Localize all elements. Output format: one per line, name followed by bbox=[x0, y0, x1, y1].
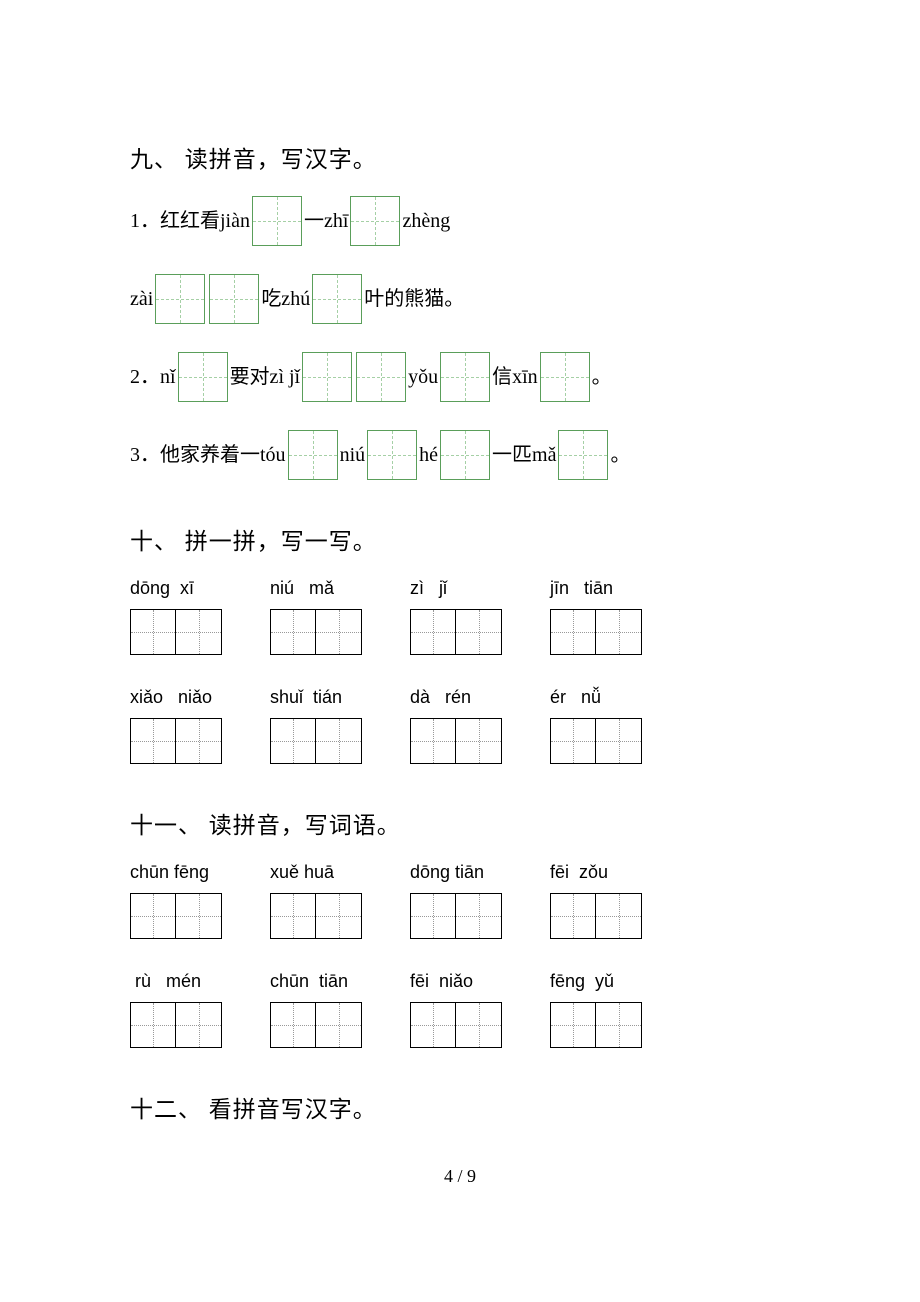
char-box-pair[interactable] bbox=[550, 1002, 642, 1048]
text: 一zhī bbox=[304, 211, 348, 231]
char-box[interactable] bbox=[288, 430, 338, 480]
char-box-pair[interactable] bbox=[130, 1002, 222, 1048]
section-10: 十、 拼一拼，写一写。 dōng xī niú mǎ zì jǐ jīn tiā… bbox=[130, 522, 790, 764]
char-box[interactable] bbox=[558, 430, 608, 480]
char-box-pair[interactable] bbox=[130, 893, 222, 939]
sentence-2: 2．nǐ 要对zì jǐ yǒu 信xīn 。 bbox=[130, 352, 790, 402]
char-box[interactable] bbox=[440, 352, 490, 402]
section-12-title: 十二、 看拼音写汉字。 bbox=[130, 1090, 790, 1124]
pinyin-label: niú mǎ bbox=[270, 578, 362, 599]
pinyin-label: dà rén bbox=[410, 687, 502, 708]
word-block: fēi niǎo bbox=[410, 971, 502, 1048]
char-box-pair[interactable] bbox=[270, 718, 362, 764]
word-block: dōng xī bbox=[130, 578, 222, 655]
char-box-pair[interactable] bbox=[410, 893, 502, 939]
pinyin-label: fēi niǎo bbox=[410, 971, 502, 992]
word-block: jīn tiān bbox=[550, 578, 642, 655]
word-block: xiǎo niǎo bbox=[130, 687, 222, 764]
pinyin-label: xiǎo niǎo bbox=[130, 687, 222, 708]
pinyin-label: fēng yǔ bbox=[550, 971, 642, 992]
text: 要对zì jǐ bbox=[230, 367, 301, 387]
word-block: shuǐ tián bbox=[270, 687, 362, 764]
pinyin-label: dōng tiān bbox=[410, 862, 502, 883]
word-block: ér nǚ bbox=[550, 687, 642, 764]
pinyin-label: rù mén bbox=[130, 971, 222, 992]
char-box-pair[interactable] bbox=[410, 1002, 502, 1048]
section-10-title: 十、 拼一拼，写一写。 bbox=[130, 522, 790, 556]
word-block: dōng tiān bbox=[410, 862, 502, 939]
char-box-pair[interactable] bbox=[130, 609, 222, 655]
char-box-pair[interactable] bbox=[270, 1002, 362, 1048]
char-box[interactable] bbox=[367, 430, 417, 480]
word-block: niú mǎ bbox=[270, 578, 362, 655]
char-box-pair[interactable] bbox=[550, 893, 642, 939]
pinyin-label: ér nǚ bbox=[550, 687, 642, 708]
pinyin-label: chūn tiān bbox=[270, 971, 362, 992]
char-box[interactable] bbox=[155, 274, 205, 324]
text: 吃zhú bbox=[261, 289, 310, 309]
pinyin: yǒu bbox=[408, 367, 438, 387]
char-box[interactable] bbox=[312, 274, 362, 324]
text: 2．nǐ bbox=[130, 367, 176, 387]
section-11-title: 十一、 读拼音，写词语。 bbox=[130, 806, 790, 840]
pinyin-row: dōng xī niú mǎ zì jǐ jīn tiān bbox=[130, 578, 790, 655]
char-box-pair[interactable] bbox=[410, 718, 502, 764]
word-block: chūn fēng bbox=[130, 862, 222, 939]
pinyin-label: xuě huā bbox=[270, 862, 362, 883]
word-block: fēng yǔ bbox=[550, 971, 642, 1048]
pinyin: hé bbox=[419, 445, 438, 465]
word-block: rù mén bbox=[130, 971, 222, 1048]
pinyin-row: chūn fēng xuě huā dōng tiān fēi zǒu bbox=[130, 862, 790, 939]
sentence-1a: 1．红红看 jiàn 一zhī zhèng bbox=[130, 196, 790, 246]
char-box[interactable] bbox=[356, 352, 406, 402]
text: 。 bbox=[592, 367, 612, 387]
section-9-title: 九、 读拼音，写汉字。 bbox=[130, 140, 790, 174]
text: 1．红红看 bbox=[130, 211, 220, 231]
word-block: xuě huā bbox=[270, 862, 362, 939]
sentence-1b: zài 吃zhú 叶的熊猫。 bbox=[130, 274, 790, 324]
char-box[interactable] bbox=[209, 274, 259, 324]
pinyin-label: zì jǐ bbox=[410, 578, 502, 599]
page-number: 4 / 9 bbox=[130, 1166, 790, 1187]
pinyin: niú bbox=[340, 445, 366, 465]
worksheet-page: 九、 读拼音，写汉字。 1．红红看 jiàn 一zhī zhèng zài 吃z… bbox=[0, 0, 920, 1227]
section-9: 九、 读拼音，写汉字。 1．红红看 jiàn 一zhī zhèng zài 吃z… bbox=[130, 140, 790, 480]
text: 叶的熊猫。 bbox=[364, 289, 464, 309]
pinyin-label: chūn fēng bbox=[130, 862, 222, 883]
pinyin-row: xiǎo niǎo shuǐ tián dà rén ér nǚ bbox=[130, 687, 790, 764]
char-box-pair[interactable] bbox=[410, 609, 502, 655]
char-box-pair[interactable] bbox=[270, 609, 362, 655]
char-box-pair[interactable] bbox=[550, 609, 642, 655]
text: 。 bbox=[610, 445, 630, 465]
pinyin: zhèng bbox=[402, 211, 450, 231]
pinyin-row: rù mén chūn tiān fēi niǎo fēng yǔ bbox=[130, 971, 790, 1048]
sentence-3: 3．他家养着一tóu niú hé 一匹mǎ 。 bbox=[130, 430, 790, 480]
char-box-pair[interactable] bbox=[270, 893, 362, 939]
pinyin-label: jīn tiān bbox=[550, 578, 642, 599]
char-box[interactable] bbox=[178, 352, 228, 402]
pinyin: jiàn bbox=[220, 211, 250, 231]
char-box[interactable] bbox=[350, 196, 400, 246]
pinyin-label: fēi zǒu bbox=[550, 862, 642, 883]
pinyin-label: shuǐ tián bbox=[270, 687, 362, 708]
section-12: 十二、 看拼音写汉字。 bbox=[130, 1090, 790, 1124]
word-block: zì jǐ bbox=[410, 578, 502, 655]
word-block: fēi zǒu bbox=[550, 862, 642, 939]
text: 一匹mǎ bbox=[492, 445, 556, 465]
text: 信xīn bbox=[492, 367, 538, 387]
char-box[interactable] bbox=[302, 352, 352, 402]
pinyin: zài bbox=[130, 289, 153, 309]
word-block: chūn tiān bbox=[270, 971, 362, 1048]
char-box-pair[interactable] bbox=[550, 718, 642, 764]
word-block: dà rén bbox=[410, 687, 502, 764]
char-box-pair[interactable] bbox=[130, 718, 222, 764]
text: 3．他家养着一tóu bbox=[130, 445, 286, 465]
char-box[interactable] bbox=[252, 196, 302, 246]
pinyin-label: dōng xī bbox=[130, 578, 222, 599]
char-box[interactable] bbox=[440, 430, 490, 480]
char-box[interactable] bbox=[540, 352, 590, 402]
section-11: 十一、 读拼音，写词语。 chūn fēng xuě huā dōng tiān… bbox=[130, 806, 790, 1048]
